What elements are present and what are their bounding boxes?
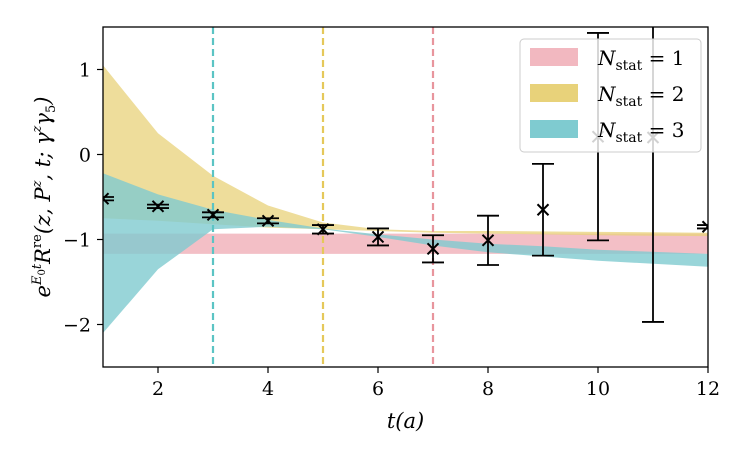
plot-frame (102, 26, 709, 368)
x-marker (206, 208, 220, 222)
y-tick-label: −1 (63, 230, 91, 252)
y-tick-label: −2 (63, 315, 91, 337)
legend: Nstat = 1 Nstat = 2 Nstat = 3 (519, 38, 702, 153)
legend-label-1: Nstat = 1 (597, 46, 685, 74)
x-tick-label: 10 (586, 378, 610, 400)
x-tick-label: 12 (696, 378, 720, 400)
x-tick-label: 8 (482, 378, 494, 400)
y-tick-label: 1 (79, 60, 91, 82)
y-axis-ticks: 1 0 −1 −2 (63, 60, 103, 337)
data-point-t5 (312, 223, 334, 236)
data-point-t6 (367, 227, 389, 247)
legend-label-3: Nstat = 3 (597, 118, 685, 146)
data-point-t12 (697, 220, 708, 233)
x-tick-label: 4 (262, 378, 274, 400)
x-axis-label: t(a) (387, 409, 424, 433)
data-point-t9 (532, 162, 554, 257)
x-marker (261, 214, 275, 228)
x-marker (371, 230, 385, 244)
x-marker (536, 203, 550, 216)
x-marker (316, 223, 330, 236)
x-marker (103, 192, 110, 205)
legend-swatch-2 (530, 84, 578, 102)
data-point-t3 (202, 208, 224, 222)
x-marker (701, 220, 708, 233)
data-point-t1 (103, 192, 114, 205)
data-point-t4 (257, 214, 279, 228)
x-tick-label: 6 (372, 378, 384, 400)
legend-label-2: Nstat = 2 (597, 82, 685, 110)
x-marker (426, 242, 440, 256)
vertical-lines (211, 27, 435, 367)
x-marker (151, 200, 165, 213)
x-axis-ticks: 2 4 6 8 10 12 (152, 367, 720, 400)
legend-swatch-1 (530, 48, 578, 66)
data-point-t8 (477, 214, 499, 266)
y-axis-label: eE0tRre(z, Pz, t; γzγ5) (30, 97, 59, 298)
data-point-t2 (147, 200, 169, 213)
bands (103, 65, 708, 333)
band-nstat-3 (103, 173, 708, 333)
legend-swatch-3 (530, 120, 578, 138)
y-tick-label: 0 (79, 145, 91, 167)
data-point-t7 (422, 234, 444, 264)
x-tick-label: 2 (152, 378, 164, 400)
x-marker (481, 234, 495, 247)
